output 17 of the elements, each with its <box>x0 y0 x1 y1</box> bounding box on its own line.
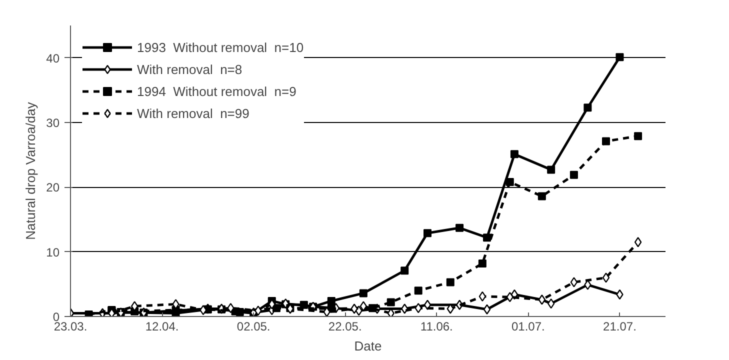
y-tick-label: 10 <box>46 245 60 260</box>
y-axis-title: Natural drop Varroa/day <box>23 102 38 240</box>
x-tick-label: 11.06. <box>420 320 453 334</box>
x-tick-label: 21.07. <box>603 320 636 334</box>
legend-label: 1994 Without removal n=9 <box>137 84 296 98</box>
x-tick-label: 01.07. <box>512 320 545 334</box>
legend-label: With removal n=8 <box>137 62 242 76</box>
x-tick-label: 23.03. <box>54 320 88 334</box>
y-tick-label: 20 <box>46 180 60 195</box>
x-tick-label: 12.04. <box>145 320 179 334</box>
legend-label: With removal n=99 <box>137 106 250 120</box>
x-tick-label: 02.05. <box>236 320 270 334</box>
x-tick-label: 22.05. <box>328 320 362 334</box>
y-tick-label: 40 <box>46 51 60 66</box>
legend-label: 1993 Without removal n=10 <box>137 40 304 54</box>
x-axis-title: Date <box>354 338 382 354</box>
y-tick-label: 30 <box>46 116 60 130</box>
